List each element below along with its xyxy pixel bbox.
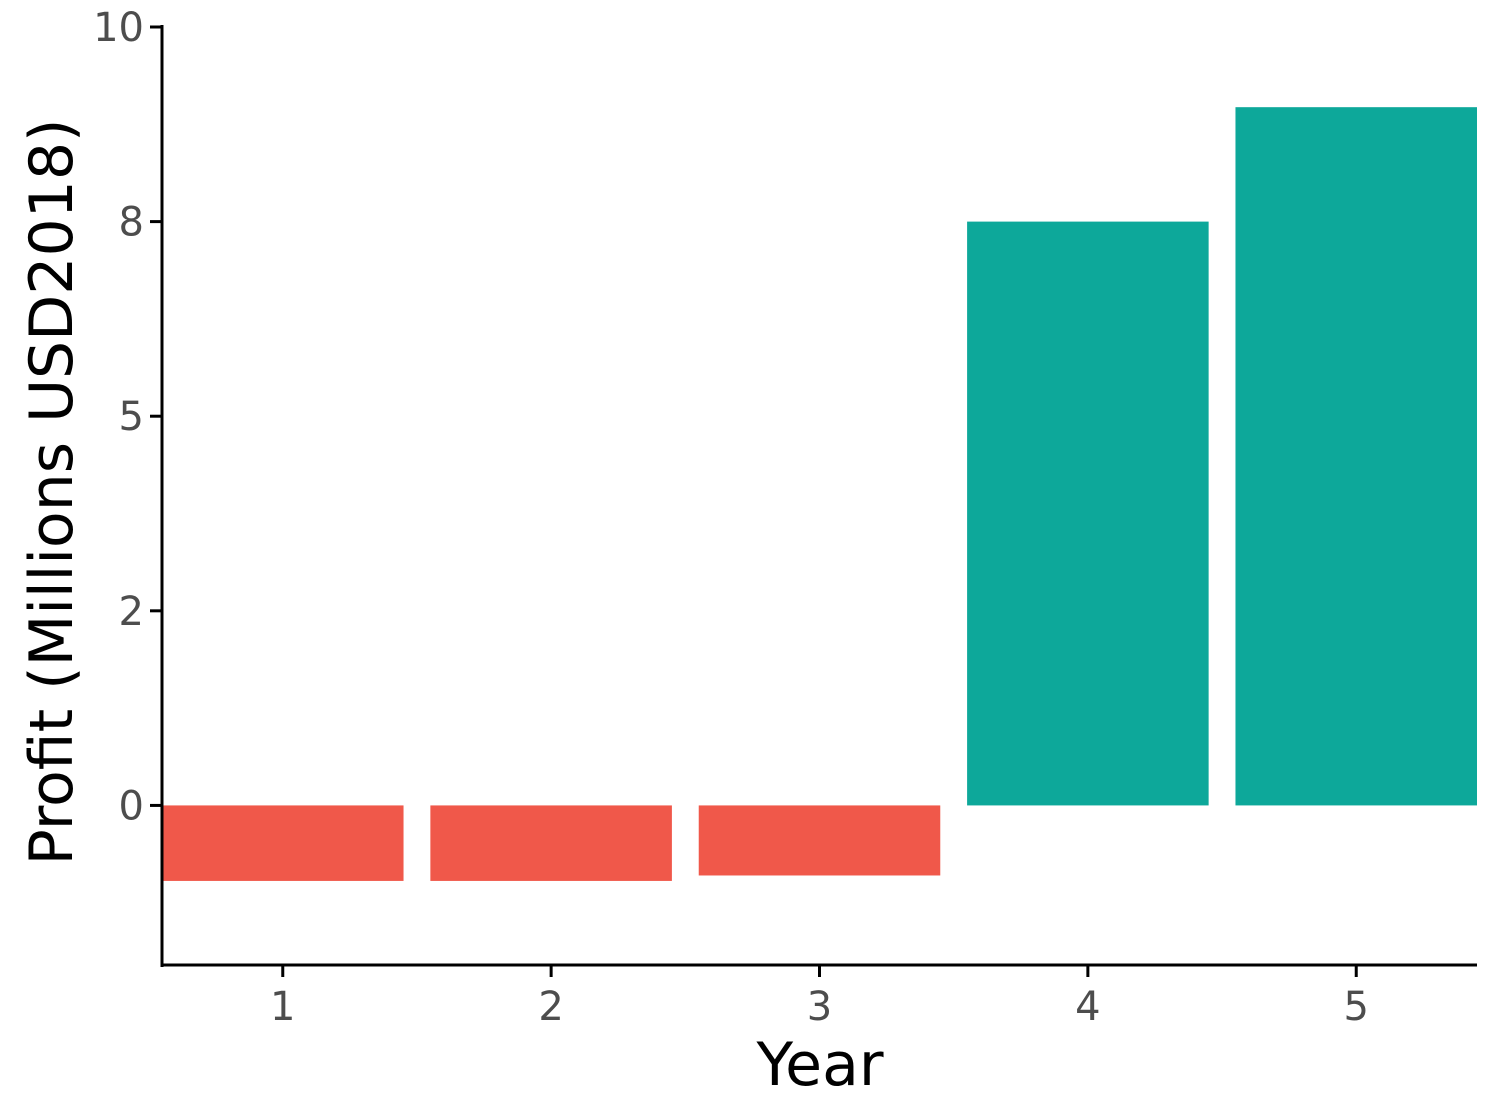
bar-year-3 [698,805,941,876]
y-axis-ticks: 0 2 5 8 10 [93,5,162,829]
x-tick-label: 5 [1344,984,1369,1030]
bar-year-1 [162,805,404,881]
x-tick-label: 1 [270,984,295,1030]
bar-year-2 [430,805,672,881]
y-tick-label: 8 [119,200,144,246]
y-tick-label: 0 [119,783,144,829]
x-tick-label: 4 [1075,984,1100,1030]
y-tick-label: 5 [119,394,144,440]
y-tick-label: 10 [93,5,144,51]
y-tick-label: 2 [119,589,144,635]
x-tick-label: 2 [538,984,563,1030]
bars-group [162,107,1477,881]
bar-year-5 [1235,107,1477,806]
x-tick-label: 3 [807,984,832,1030]
x-axis-ticks: 1 2 3 4 5 [270,965,1369,1030]
x-axis-title: Year [755,1030,883,1100]
y-axis-title: Profit (Millions USD2018) [17,119,87,866]
bar-year-4 [967,221,1209,806]
